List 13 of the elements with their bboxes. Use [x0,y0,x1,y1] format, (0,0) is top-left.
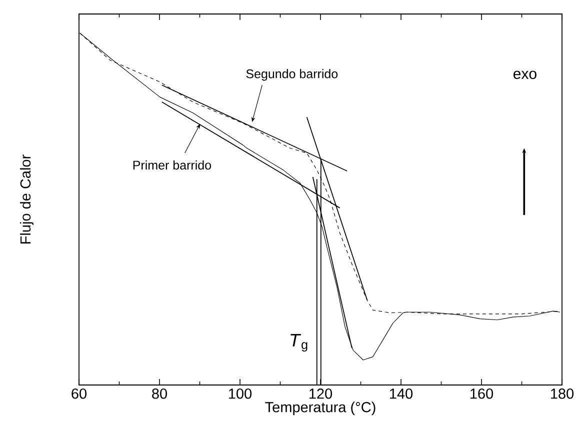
x-tick-label: 60 [72,388,86,399]
x-tick-label: 160 [470,388,494,399]
annotation: exo [514,70,536,79]
x-axis-title: Temperatura (°C) [265,402,376,416]
x-tick-label: 100 [229,388,252,399]
x-tick-label: 180 [551,388,574,399]
y-axis-title: Flujo de Calor [20,154,34,244]
x-tick-label: 140 [390,388,413,399]
annotation: Segundo barrido [246,69,338,81]
x-tick-label: 80 [152,388,167,399]
annotation: T$_{g}$ [290,334,308,352]
x-tick-label: 120 [310,388,332,399]
annotation: Primer barrido [133,160,212,170]
